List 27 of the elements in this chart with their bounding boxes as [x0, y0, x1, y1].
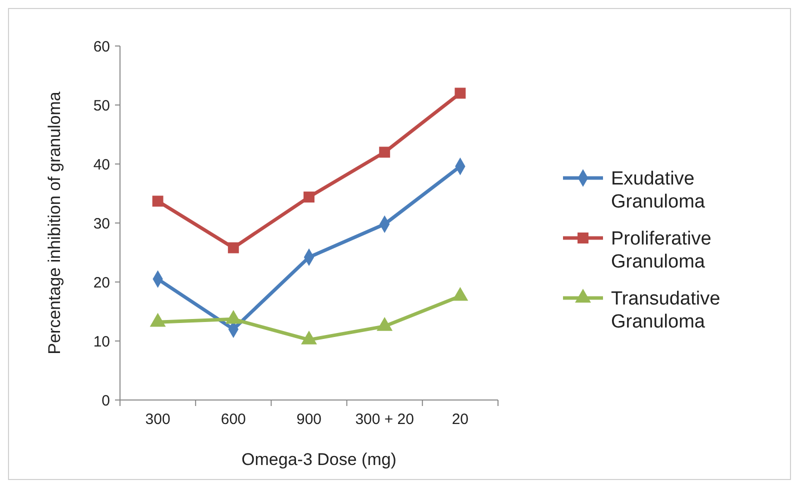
x-tick-label: 300	[145, 411, 170, 428]
x-tick-label: 20	[452, 411, 469, 428]
y-axis-title: Percentage inhibition of granuloma	[45, 91, 64, 354]
legend-label: Proliferative Granuloma	[611, 228, 712, 272]
y-tick-label: 60	[93, 38, 110, 56]
y-tick-label: 10	[93, 333, 110, 350]
x-tick-label: 600	[220, 411, 246, 428]
point	[376, 317, 393, 331]
y-tick-label: 40	[93, 156, 110, 174]
legend-label: Transudative Granuloma	[611, 288, 720, 332]
x-tick-label: 300 + 20	[355, 411, 414, 428]
y-tick-label: 0	[102, 392, 110, 410]
point	[452, 286, 468, 301]
point	[225, 310, 242, 324]
x-tick-label: 900	[296, 411, 322, 428]
point	[304, 192, 314, 203]
point	[152, 196, 164, 207]
point	[301, 330, 317, 344]
y-tick-label: 20	[93, 274, 110, 292]
x-axis-title: Omega-3 Dose (mg)	[242, 450, 396, 469]
y-tick-label: 30	[93, 215, 110, 232]
point	[150, 312, 166, 327]
legend-label: Exudative Granuloma	[611, 168, 706, 212]
point	[454, 88, 466, 99]
point	[379, 146, 390, 158]
y-tick-label: 50	[93, 97, 110, 114]
point	[228, 242, 239, 254]
